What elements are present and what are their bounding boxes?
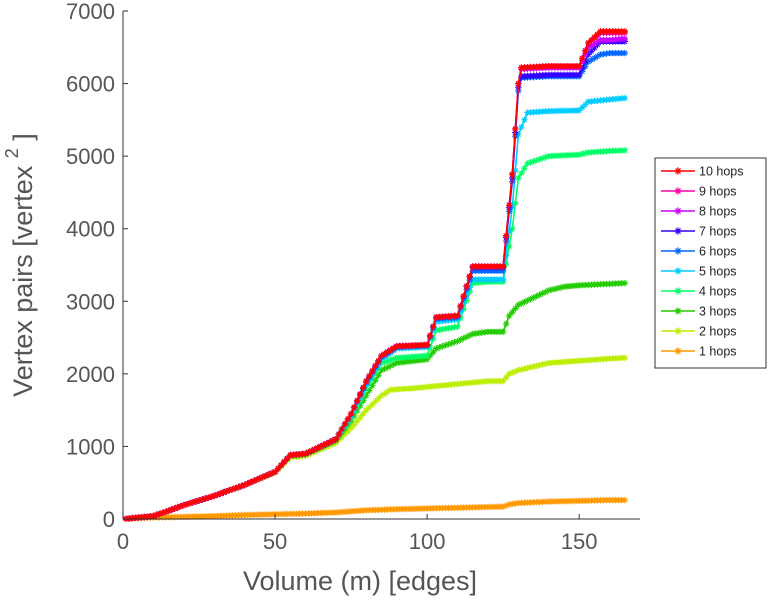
y-tick-label-2: 2000	[66, 362, 115, 387]
y-tick-label-5: 5000	[66, 144, 115, 169]
legend-marker-4	[674, 247, 682, 255]
x-tick-label-3: 150	[561, 529, 598, 554]
legend-label-0: 10 hops	[699, 165, 743, 179]
legend-item-4: 6 hops	[661, 245, 737, 259]
legend-item-9: 1 hops	[661, 345, 737, 359]
legend-label-4: 6 hops	[699, 245, 737, 259]
legend: 10 hops 9 hops 8 hops 7 hops 6 hops 5 hops 4 h…	[654, 157, 767, 369]
y-tick-label-4: 4000	[66, 217, 115, 242]
legend-item-8: 2 hops	[661, 325, 737, 339]
legend-label-5: 5 hops	[699, 265, 737, 279]
legend-marker-1	[674, 187, 682, 195]
y-tick-label-0: 0	[103, 507, 115, 532]
legend-item-6: 4 hops	[661, 285, 737, 299]
y-axis-label-close: ]	[8, 133, 38, 141]
plot-frame	[123, 11, 640, 519]
legend-item-7: 3 hops	[661, 305, 737, 319]
x-axis-label: Volume (m) [edges]	[243, 566, 477, 596]
x-ticks: 0 50 100 150	[117, 514, 598, 554]
legend-marker-2	[674, 207, 682, 215]
legend-marker-7	[674, 307, 682, 315]
y-tick-label-7: 7000	[66, 0, 115, 24]
plot-area	[123, 11, 640, 519]
legend-marker-5	[674, 267, 682, 275]
x-tick-label-2: 100	[409, 529, 446, 554]
y-tick-label-6: 6000	[66, 72, 115, 97]
legend-marker-9	[674, 347, 682, 355]
legend-marker-6	[674, 287, 682, 295]
legend-marker-0	[674, 167, 682, 175]
legend-label-6: 4 hops	[699, 285, 737, 299]
y-axis-label-sup: 2	[2, 148, 22, 158]
x-tick-label-1: 50	[263, 529, 287, 554]
legend-label-3: 7 hops	[699, 225, 737, 239]
y-tick-label-3: 3000	[66, 289, 115, 314]
y-axis-label-text: Vertex pairs [vertex	[8, 165, 38, 397]
legend-label-7: 3 hops	[699, 305, 737, 319]
legend-label-2: 8 hops	[699, 205, 737, 219]
legend-box	[654, 157, 767, 369]
y-axis-label-group: Vertex pairs [vertex 2 ]	[0, 133, 38, 397]
y-axis-label: Vertex pairs [vertex 2 ]	[0, 133, 38, 397]
y-tick-label-1: 1000	[66, 434, 115, 459]
legend-item-5: 5 hops	[661, 265, 737, 279]
legend-marker-8	[674, 327, 682, 335]
legend-item-2: 8 hops	[661, 205, 737, 219]
legend-marker-3	[674, 227, 682, 235]
legend-label-9: 1 hops	[699, 345, 737, 359]
legend-item-3: 7 hops	[661, 225, 737, 239]
legend-label-8: 2 hops	[699, 325, 737, 339]
legend-item-1: 9 hops	[661, 185, 737, 199]
axes-layer	[122, 11, 640, 520]
legend-item-0: 10 hops	[661, 165, 743, 179]
y-ticks: 0 1000 2000 3000 4000 5000 6000 7000	[66, 0, 128, 532]
x-tick-label-0: 0	[117, 529, 129, 554]
legend-label-1: 9 hops	[699, 185, 737, 199]
